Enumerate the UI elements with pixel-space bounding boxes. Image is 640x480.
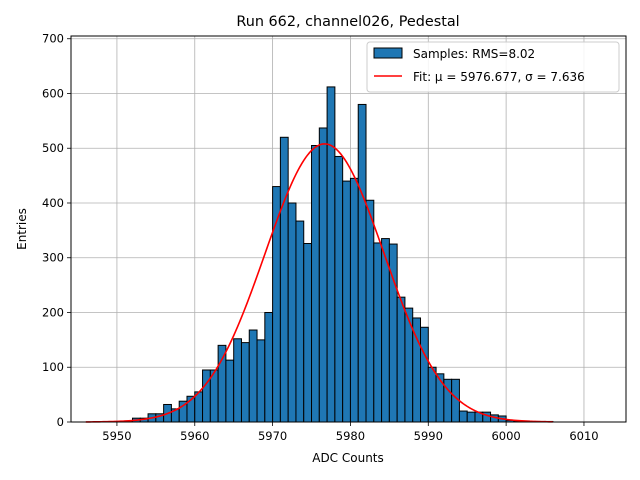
histogram-bar xyxy=(365,199,375,423)
y-tick-label: 500 xyxy=(42,141,64,155)
x-tick-label: 5960 xyxy=(180,429,209,443)
histogram-bar xyxy=(420,326,429,423)
y-tick-label: 400 xyxy=(42,196,64,210)
y-tick-label: 700 xyxy=(42,32,64,46)
histogram-bar xyxy=(342,180,351,423)
x-tick-label: 6000 xyxy=(491,429,520,443)
histogram-bar xyxy=(248,329,258,423)
histogram-bar xyxy=(349,177,359,423)
x-axis-ticks: 5950 5960 5970 5980 5990 6000 6010 xyxy=(102,422,599,443)
histogram-bar xyxy=(295,220,305,423)
histogram-bar xyxy=(202,369,211,423)
histogram-bar xyxy=(233,338,242,423)
histogram-bar xyxy=(458,410,468,423)
histogram-bar xyxy=(318,127,328,423)
x-tick-label: 5950 xyxy=(102,429,131,443)
histogram-bar xyxy=(427,366,437,423)
histogram-bar xyxy=(194,391,204,423)
y-axis-ticks: 0 100 200 300 400 500 600 700 xyxy=(42,32,71,429)
histogram-bar xyxy=(303,243,313,423)
y-tick-label: 0 xyxy=(57,415,64,429)
legend: Samples: RMS=8.02 Fit: μ = 5976.677, σ =… xyxy=(366,41,620,93)
legend-label-fit: Fit: μ = 5976.677, σ = 7.636 xyxy=(413,70,585,84)
legend-label-samples: Samples: RMS=8.02 xyxy=(413,47,535,61)
chart-title: Run 662, channel026, Pedestal xyxy=(236,14,459,30)
histogram-bar xyxy=(225,359,235,423)
histogram-bar xyxy=(287,202,297,423)
x-tick-label: 6010 xyxy=(569,429,598,443)
y-tick-label: 200 xyxy=(42,305,64,319)
legend-swatch-samples xyxy=(373,47,403,59)
y-tick-label: 300 xyxy=(42,251,64,265)
plot-frame xyxy=(70,35,627,423)
histogram-bar xyxy=(396,296,406,423)
histogram-bar xyxy=(279,136,289,423)
y-axis-label: Entries xyxy=(15,208,29,250)
histogram-bar xyxy=(240,342,250,423)
histogram-bar xyxy=(326,86,336,423)
histogram-bar xyxy=(466,411,476,423)
x-tick-label: 5980 xyxy=(336,429,365,443)
fit-curve xyxy=(85,143,553,423)
legend-box xyxy=(366,41,620,93)
histogram-bar xyxy=(334,155,344,423)
x-tick-label: 5970 xyxy=(258,429,287,443)
histogram-bar xyxy=(311,145,320,423)
gaussian-fit xyxy=(85,143,553,423)
x-axis-label: ADC Counts xyxy=(312,451,384,465)
histogram-bar xyxy=(373,242,383,423)
y-tick-label: 100 xyxy=(42,360,64,374)
histogram-bar xyxy=(264,311,274,423)
y-tick-label: 600 xyxy=(42,86,64,100)
histogram-bar xyxy=(357,103,367,423)
histogram-bar xyxy=(217,344,227,423)
x-tick-label: 5990 xyxy=(414,429,443,443)
histogram-bar xyxy=(256,339,266,423)
